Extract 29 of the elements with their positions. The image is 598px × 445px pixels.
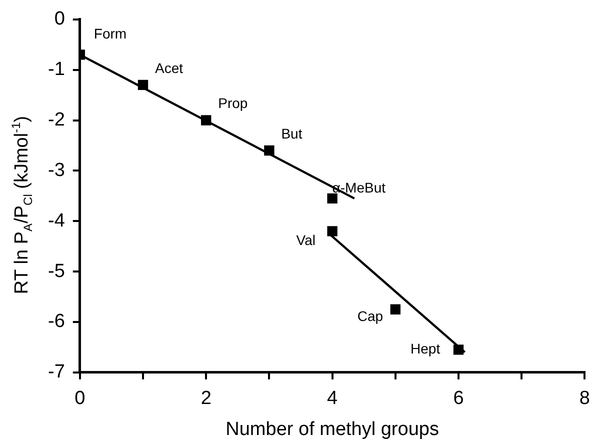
- y-tick-label: -5: [48, 260, 65, 282]
- point: [264, 145, 274, 156]
- annotation: α-MeBut: [332, 179, 386, 196]
- x-tick-label: 6: [453, 388, 464, 410]
- y-tick-label: -2: [48, 109, 65, 130]
- y-tick-label: -7: [48, 362, 65, 383]
- y-tick-label: 0: [54, 8, 65, 30]
- annotation: Hept: [410, 340, 440, 357]
- annotation: Form: [94, 26, 127, 42]
- x-tick-label: 8: [579, 388, 590, 410]
- point: [138, 80, 148, 90]
- y-tick-label: -1: [48, 59, 65, 80]
- x-tick-label: 2: [200, 388, 212, 410]
- point: [201, 115, 212, 126]
- point: [327, 193, 338, 204]
- y-tick-label: -4: [48, 210, 66, 232]
- point: [327, 226, 338, 236]
- annotation: Prop: [218, 95, 248, 112]
- annotation: Cap: [357, 308, 384, 324]
- x-axis-title: Number of methyl groups: [226, 418, 439, 440]
- x-tick-label: 0: [74, 388, 86, 410]
- point: [390, 304, 401, 314]
- annotation: Acet: [154, 60, 184, 76]
- x-tick-label: 4: [327, 388, 338, 410]
- annotation: Val: [296, 232, 316, 248]
- point: [453, 344, 464, 355]
- y-tick-label: -3: [48, 160, 65, 181]
- y-tick-label: -6: [48, 311, 65, 332]
- annotation: But: [281, 125, 302, 142]
